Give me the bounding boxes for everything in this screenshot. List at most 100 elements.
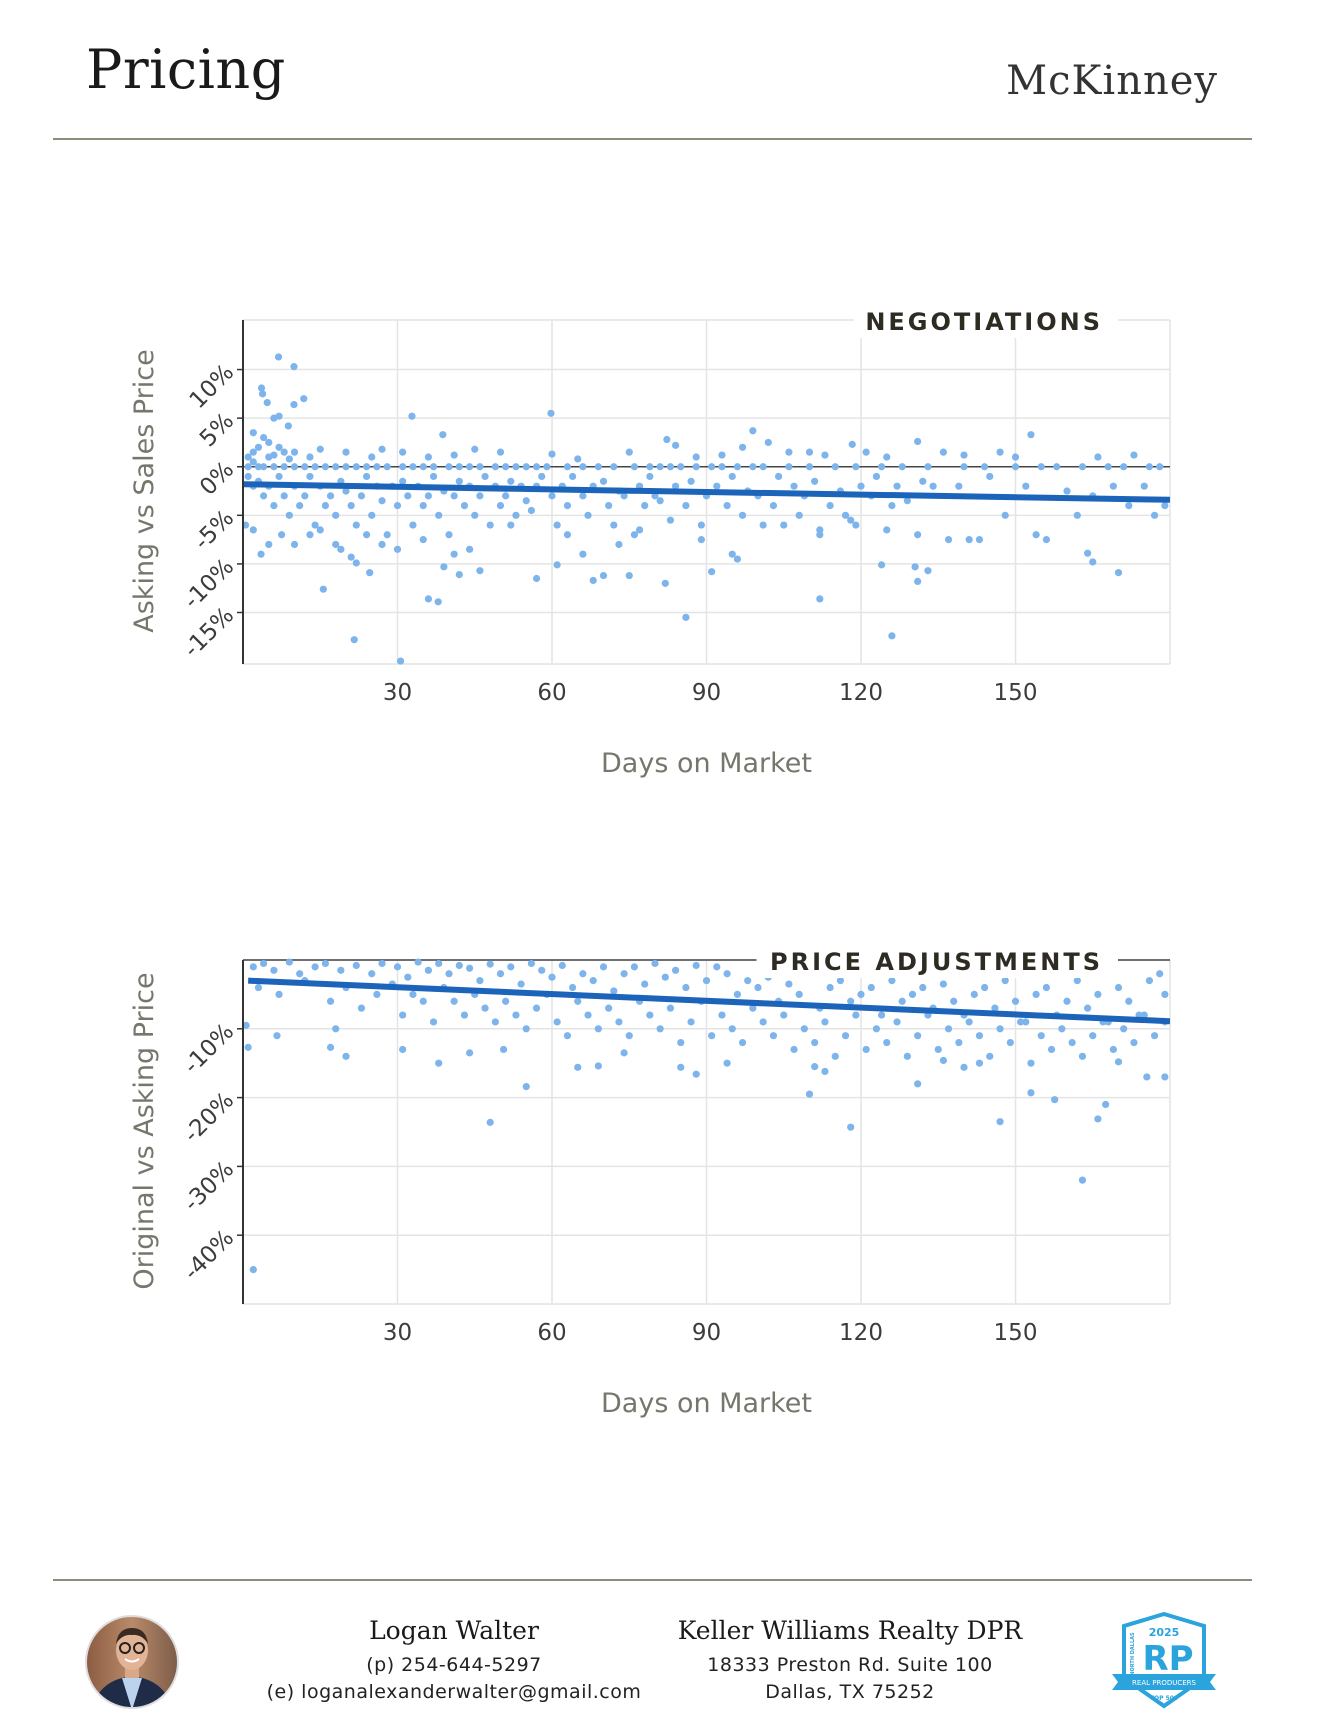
data-point [481,472,489,481]
data-point [1109,482,1117,490]
data-point [841,1032,850,1040]
trend-line [242,481,1171,503]
data-point [1058,1025,1066,1033]
data-point [563,1032,572,1040]
agent-email[interactable]: (e) loganalexanderwalter@gmail.com [266,1681,642,1703]
data-point [1011,453,1020,461]
data-point [383,463,391,471]
data-point [975,1032,984,1040]
data-point [780,1011,788,1019]
data-point [841,511,850,519]
data-point [811,1063,819,1071]
data-point [419,997,427,1005]
data-point [476,977,484,985]
data-point [486,960,494,968]
data-point [399,448,407,456]
data-point [893,482,901,490]
data-point [326,492,335,500]
data-point [800,1025,808,1033]
data-point [265,540,273,549]
data-point [630,531,639,539]
data-point [1001,511,1009,519]
data-point [939,448,948,456]
data-point [975,1059,984,1067]
data-point [795,511,803,519]
badge-mark: RP [1142,1639,1193,1679]
data-point [296,502,304,510]
data-point [249,963,257,971]
data-point [347,553,355,561]
data-point [697,521,705,529]
data-point [1125,997,1133,1005]
agent-phone[interactable]: (p) 254-644-5297 [366,1654,542,1676]
data-point [332,1025,340,1033]
data-point [1032,531,1040,539]
data-point [919,477,927,485]
data-point [620,970,628,978]
data-point [429,472,438,481]
y-axis-title: Original vs Asking Price [129,972,160,1289]
data-point [620,1049,628,1057]
data-point [429,1018,438,1026]
data-point [924,463,932,471]
data-point [558,961,566,970]
data-point [522,1025,530,1033]
data-point [692,1070,700,1078]
data-point [466,463,474,471]
data-point [393,545,402,553]
negotiations-chart: 30 60 90 120 150 10%5% 0%-5%-10%-15% NEGOTIATIO… [129,302,1171,779]
data-point [625,448,633,456]
data-point [512,511,520,519]
price-adjustments-chart: 30 60 90 120 150 -10% -20% -30% -40% PRICE ADJUST… [129,942,1171,1419]
data-point [764,438,772,447]
data-point [471,445,479,453]
data-point [1150,1032,1159,1040]
data-point [342,487,350,495]
data-point [569,472,577,481]
data-point [280,463,288,471]
data-point [1109,1045,1117,1054]
data-point [574,1063,582,1071]
data-point [306,531,314,539]
data-point [908,990,917,998]
data-point [672,482,680,490]
data-point [1150,511,1159,519]
data-point [986,1052,994,1060]
data-point [548,973,556,981]
data-point [1125,502,1133,510]
data-point [1156,970,1164,978]
data-point [888,632,896,640]
data-point [290,400,298,409]
data-point [460,502,469,510]
data-point [975,536,984,544]
y-tick-label: -15% [179,602,239,662]
data-point [960,1063,968,1071]
data-point [713,963,721,971]
data-point [852,521,860,529]
data-point [1140,1011,1148,1019]
data-point [1114,983,1123,992]
data-point [274,353,283,361]
data-point [934,1045,942,1054]
data-point [805,463,814,471]
data-point [285,455,293,463]
data-point [1084,549,1092,557]
data-point [455,463,463,471]
data-point [1022,482,1030,490]
data-point [306,453,314,461]
x-tick-label: 60 [537,680,566,706]
data-point [244,463,252,471]
data-point [785,463,793,471]
data-point [883,453,891,461]
data-point [666,1004,675,1012]
data-point [579,550,587,558]
data-point [610,521,618,529]
data-point [718,1011,726,1019]
data-point [517,980,525,988]
data-point [363,472,371,481]
data-point [944,1025,953,1033]
data-point [352,521,360,529]
data-point [1089,1032,1097,1040]
data-point [244,472,252,481]
badge-side-text: NORTH DALLAS [1130,1632,1136,1676]
